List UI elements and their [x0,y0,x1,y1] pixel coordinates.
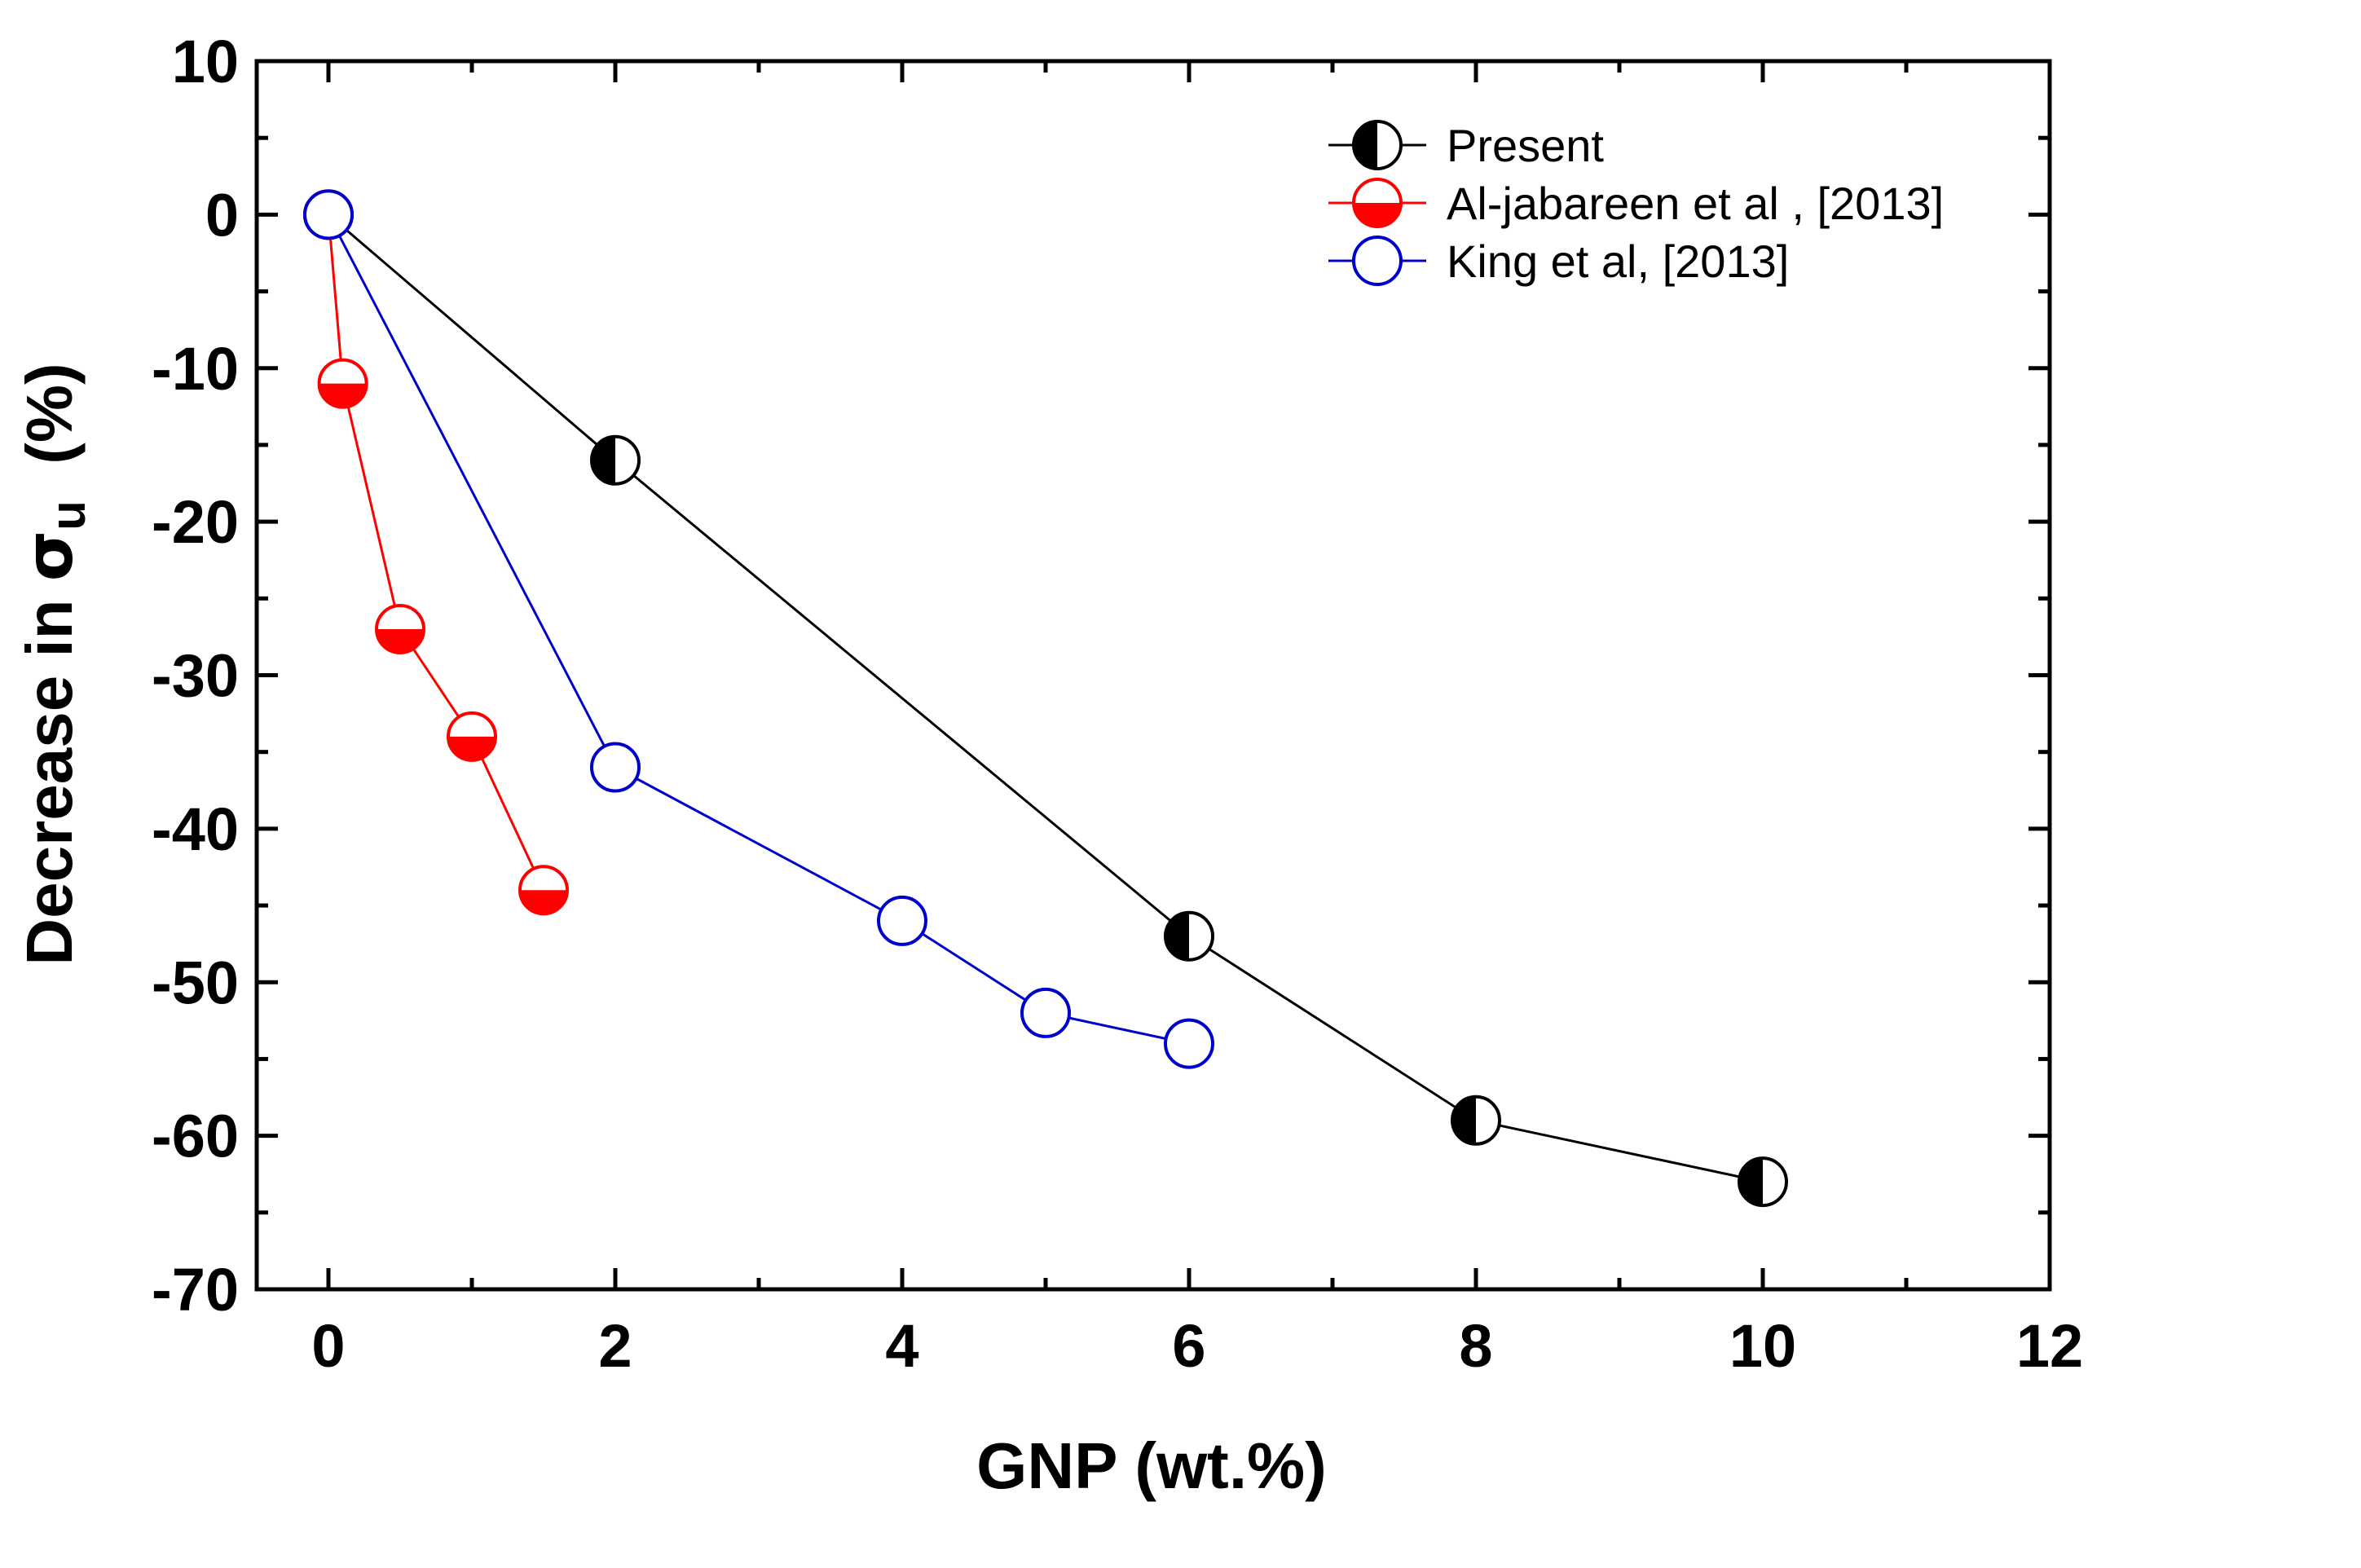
series-line [327,214,545,891]
y-tick-label: -50 [152,949,239,1016]
data-point [1020,987,1071,1038]
data-point [317,358,368,409]
y-axis-title-prefix: Decrease in [13,581,86,965]
legend-item: Al-jabareen et al , [2013] [1328,178,1944,229]
y-tick-label: -40 [152,795,239,863]
y-tick-label: 10 [172,28,239,95]
y-axis-title-symbol: σ [11,531,87,581]
data-point [518,865,569,916]
x-axis-title: GNP (wt.%) [976,1429,1327,1502]
data-point [1451,1095,1501,1146]
y-axis-title-suffix: (%) [13,363,86,500]
y-axis: 10 0 -10 -20 -30 -40 -50 -60 -70 [152,28,2050,1324]
y-axis-title: Decrease in σu (%) [11,363,95,965]
legend: Present Al-jabareen et al , [2013] King et… [1328,120,1944,287]
x-tick-label: 6 [1172,1312,1205,1380]
series-line [327,214,1190,1046]
y-tick-label: -70 [152,1256,239,1324]
series-1 [303,189,569,916]
y-tick-label: 0 [205,181,239,249]
series-0 [303,189,1788,1208]
legend-label: King et al, [2013] [1447,236,1789,287]
series-layer [303,189,1788,1208]
y-tick-label: -60 [152,1103,239,1170]
y-axis-title-subscript: u [41,500,95,531]
data-point [1164,910,1214,962]
y-tick-label: -30 [152,642,239,710]
y-tick-label: -10 [152,335,239,403]
x-tick-label: 4 [885,1312,918,1380]
legend-label: Present [1447,120,1604,171]
legend-item: King et al, [2013] [1328,236,1789,287]
legend-item: Present [1328,120,1604,171]
x-tick-label: 8 [1459,1312,1492,1380]
series-2 [303,189,1214,1069]
data-point [447,711,497,762]
y-tick-label: -20 [152,488,239,556]
data-point [590,742,641,793]
legend-marker [1352,236,1403,286]
legend-marker [1352,178,1403,228]
x-tick-label: 0 [311,1312,345,1380]
x-tick-label: 10 [1729,1312,1796,1380]
x-axis: 0 2 4 6 8 10 12 [311,61,2083,1380]
x-tick-label: 12 [2016,1312,2083,1380]
data-point [303,189,354,240]
data-point [375,603,425,654]
data-point [877,895,927,946]
data-point [1164,1018,1214,1069]
data-point [590,434,641,486]
x-tick-label: 2 [598,1312,632,1380]
legend-label: Al-jabareen et al , [2013] [1447,178,1944,229]
legend-marker [1352,120,1403,170]
data-point [1738,1156,1788,1208]
